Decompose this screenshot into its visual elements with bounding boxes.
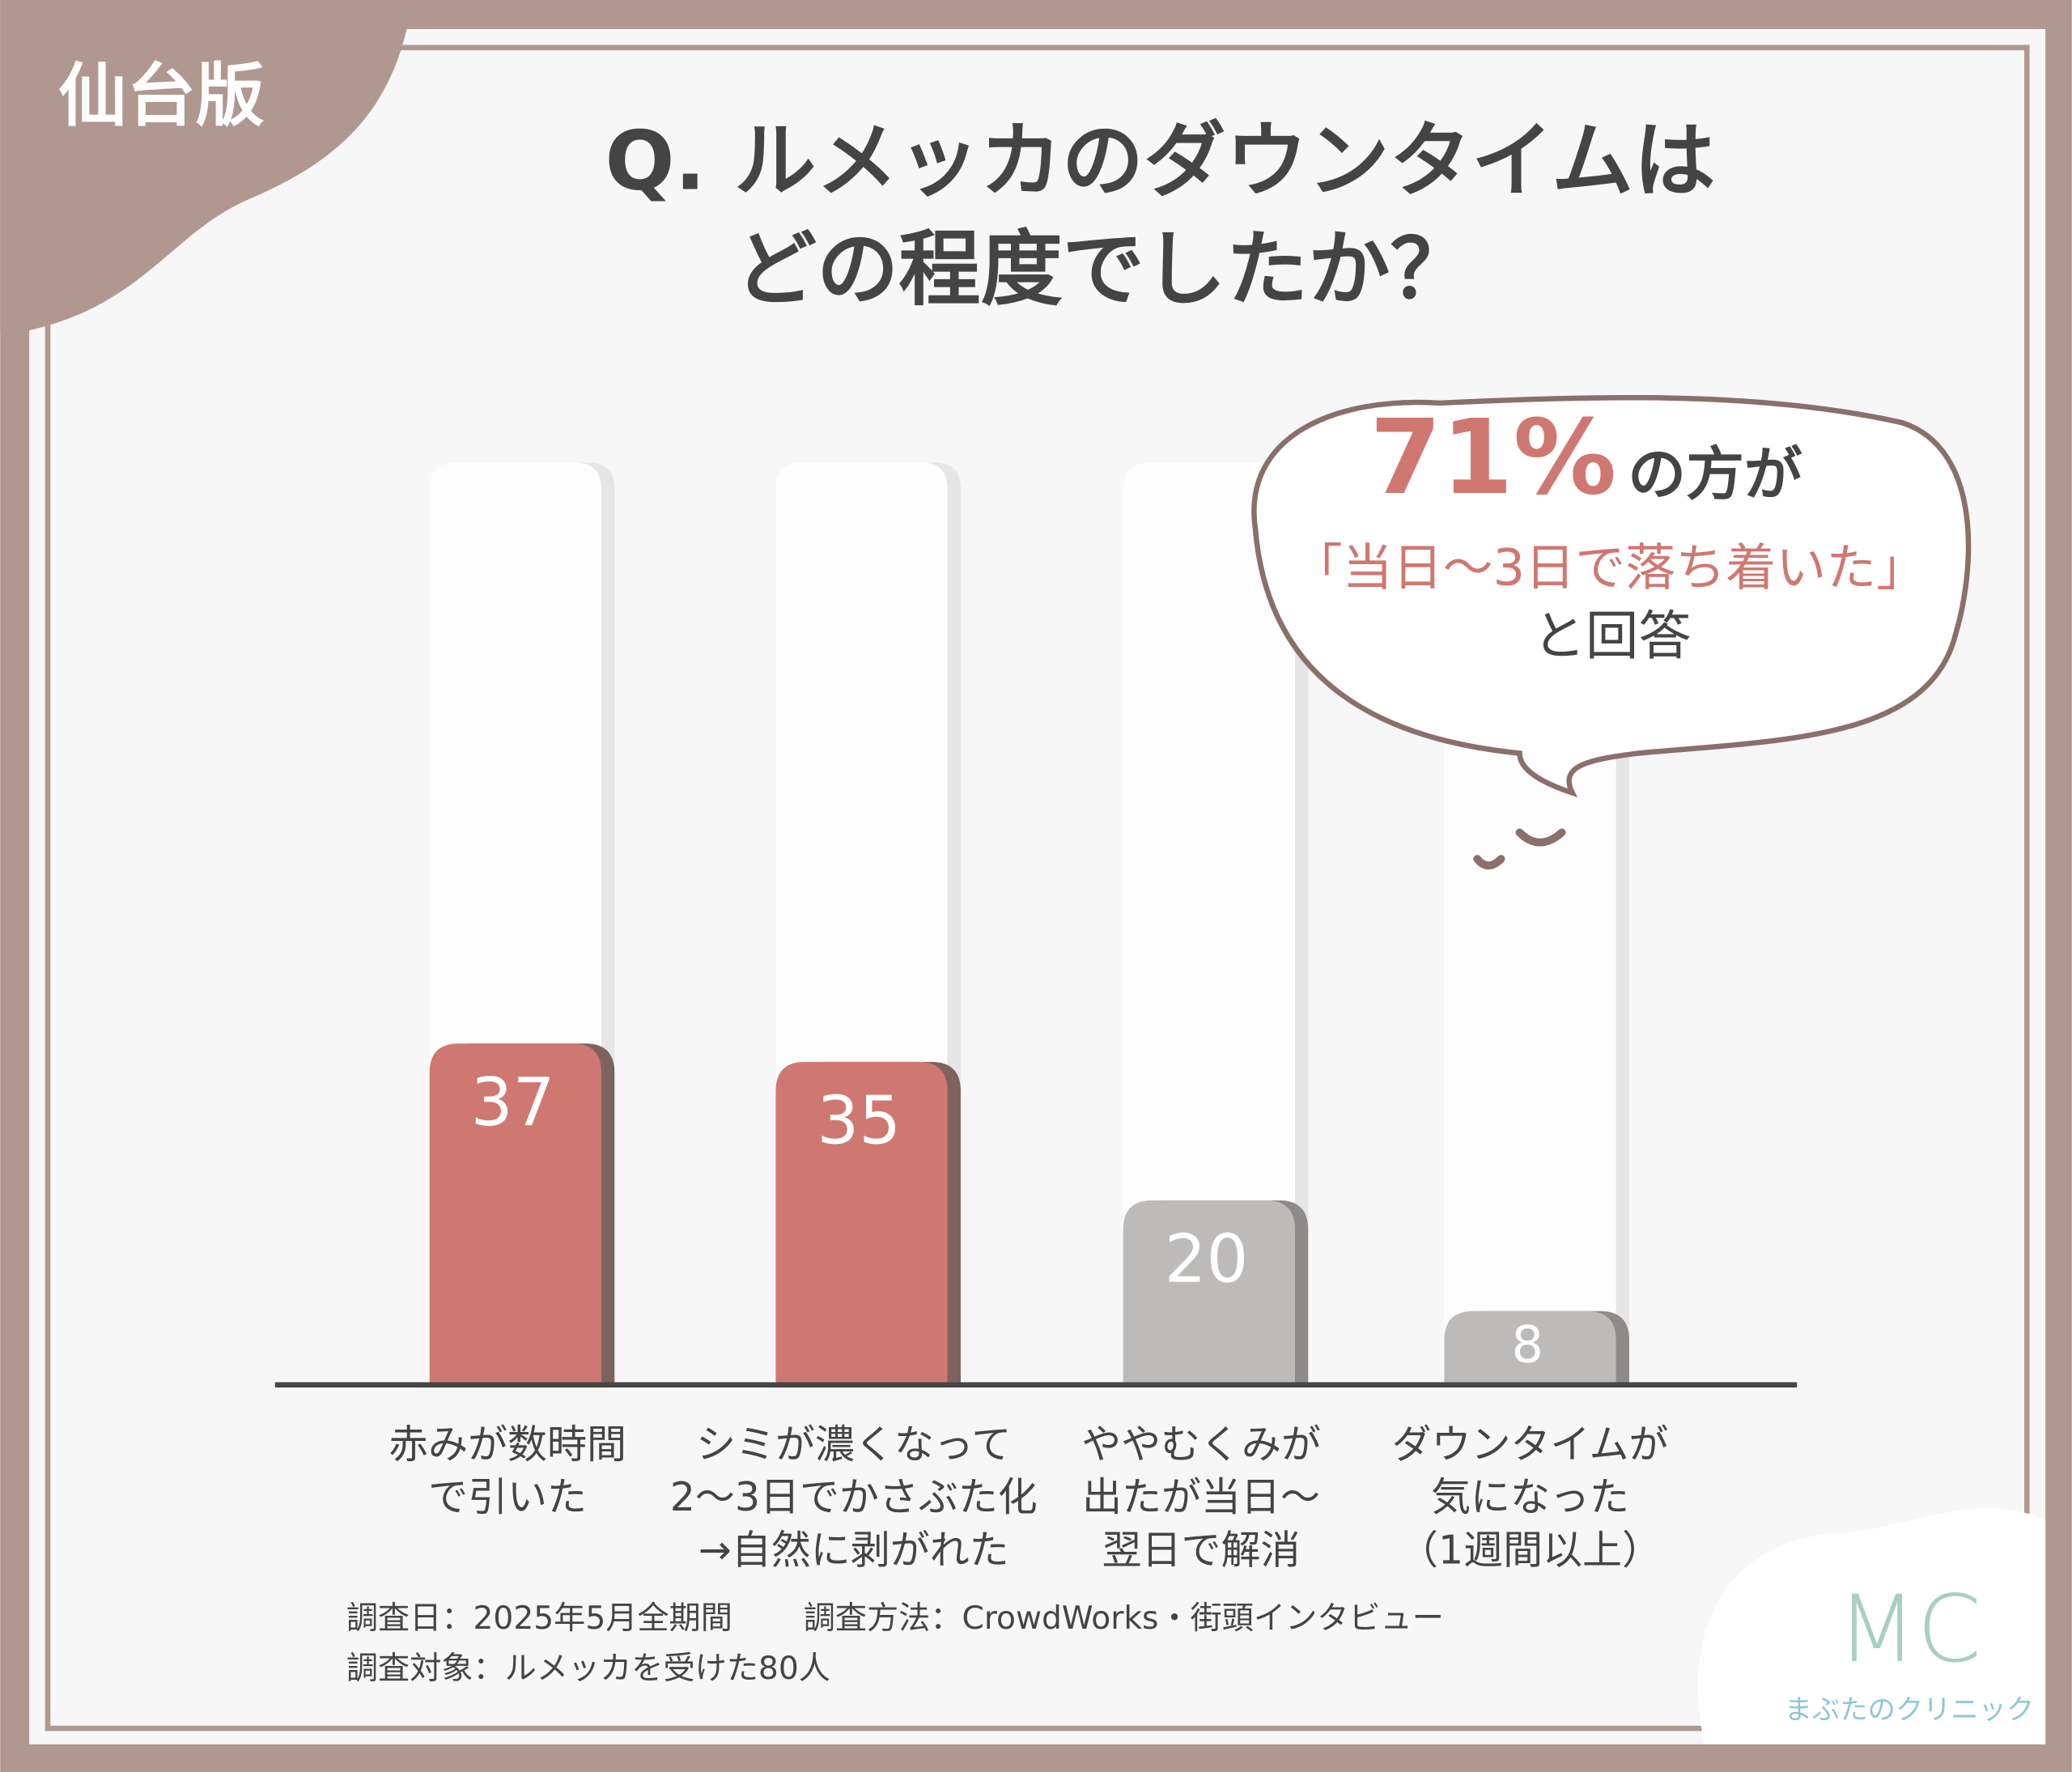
x-tick-label: 2〜3日でかさぶた化 <box>670 1474 1038 1520</box>
bubble-dot <box>1515 828 1566 847</box>
value-label: 37 <box>471 1064 555 1141</box>
note: 調査対象：ルメッカを受けた80人 <box>346 1651 830 1687</box>
panel <box>29 28 2046 1744</box>
x-tick-label: 赤みが数時間 <box>388 1421 626 1468</box>
value-label: 8 <box>1512 1315 1543 1374</box>
column <box>1123 462 1295 1385</box>
badge-shape <box>0 0 413 331</box>
callout: 71% の方が 「当日〜3日で落ち着いた」 と回答 <box>1251 394 1972 870</box>
chart-title: Q. ルメッカのダウンタイムは <box>605 113 1715 209</box>
x-tick-label: ややむくみが <box>1081 1421 1321 1468</box>
logo-shape <box>1697 1508 2046 1744</box>
value-label: 35 <box>817 1083 901 1160</box>
value-label: 20 <box>1165 1222 1249 1298</box>
x-tick-label: 翌日で解消 <box>1102 1528 1301 1574</box>
bar <box>1123 1200 1295 1385</box>
x-tick-label: シミが濃くなって <box>696 1421 1011 1468</box>
bar <box>775 1061 948 1385</box>
chart-title: どの程度でしたか？ <box>735 221 1472 317</box>
annotation-text: と回答 <box>1533 606 1692 667</box>
x-tick-label: で引いた <box>428 1474 587 1520</box>
speech-bubble <box>1251 394 1972 798</box>
bubble-dot <box>1473 855 1505 870</box>
x-tick-label: 気になった <box>1431 1474 1629 1520</box>
x-tick-label: ダウンタイムが <box>1392 1421 1669 1468</box>
logo-name: まぶたのクリニック <box>1785 1693 2034 1726</box>
x-tick-label: （1週間以上） <box>1399 1528 1662 1574</box>
logo-mark: MC <box>1837 1575 1981 1683</box>
highlight: 71% <box>1369 398 1616 518</box>
x-tick-label: →自然に剥がれた <box>698 1528 1009 1574</box>
bar <box>429 1043 601 1385</box>
badge: 仙台版 <box>58 56 265 136</box>
annotation-text: の方が <box>1628 440 1802 508</box>
note: 調査日：2025年5月全期間 <box>346 1600 732 1637</box>
x-tick-label: 出たが当日〜 <box>1082 1474 1320 1520</box>
bar <box>1444 1311 1616 1385</box>
note: 調査方法：CrowdWorks・街頭インタビュー <box>804 1600 1444 1637</box>
annotation-quote: 「当日〜3日で落ち着いた」 <box>1293 538 1927 597</box>
inner-border <box>45 45 2030 1732</box>
